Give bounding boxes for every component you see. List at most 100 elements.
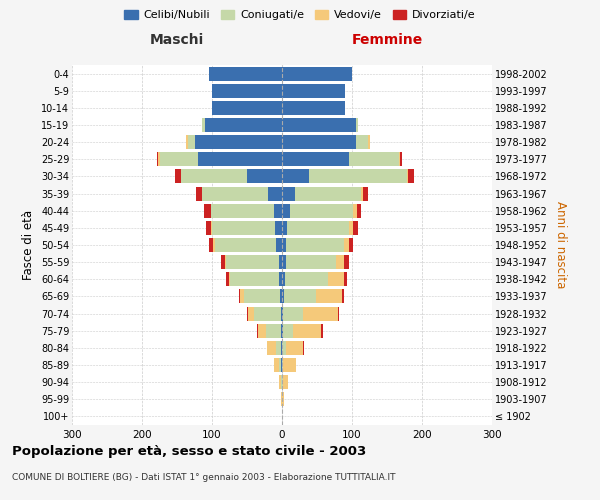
Bar (290, 204, 353, 218)
Bar (202, 118, 205, 132)
Bar (277, 238, 282, 252)
Bar (221, 255, 224, 269)
Bar (229, 272, 230, 286)
Bar (281, 358, 282, 372)
Bar (196, 186, 202, 200)
Bar (353, 204, 357, 218)
Bar (336, 255, 344, 269)
Bar (194, 135, 282, 149)
Bar (287, 221, 349, 235)
Bar (280, 290, 282, 304)
Y-axis label: Fasce di età: Fasce di età (22, 210, 35, 280)
Bar (286, 341, 303, 355)
Bar (349, 152, 399, 166)
Bar (286, 238, 344, 252)
Bar (282, 118, 355, 132)
Bar (247, 170, 282, 183)
Bar (209, 238, 214, 252)
Bar (278, 255, 282, 269)
Bar (362, 186, 368, 200)
Bar (282, 84, 345, 98)
Bar (158, 152, 160, 166)
Bar (355, 118, 358, 132)
Bar (308, 170, 407, 183)
Bar (282, 392, 284, 406)
Bar (279, 272, 282, 286)
Bar (187, 135, 194, 149)
Bar (247, 306, 248, 320)
Bar (283, 324, 293, 338)
Bar (282, 204, 290, 218)
Bar (275, 221, 282, 235)
Bar (274, 204, 282, 218)
Bar (211, 221, 212, 235)
Bar (198, 152, 282, 166)
Bar (214, 238, 215, 252)
Bar (278, 358, 281, 372)
Y-axis label: Anni di nascita: Anni di nascita (554, 202, 567, 288)
Bar (368, 135, 370, 149)
Bar (205, 118, 282, 132)
Bar (282, 170, 308, 183)
Bar (284, 290, 316, 304)
Bar (282, 272, 285, 286)
Bar (303, 341, 304, 355)
Bar (282, 375, 283, 389)
Bar (282, 221, 287, 235)
Bar (295, 186, 361, 200)
Legend: Celibi/Nubili, Coniugati/e, Vedovi/e, Divorziati/e: Celibi/Nubili, Coniugati/e, Vedovi/e, Di… (120, 6, 480, 25)
Bar (175, 170, 181, 183)
Bar (215, 238, 277, 252)
Bar (282, 324, 283, 338)
Bar (268, 186, 282, 200)
Bar (353, 221, 358, 235)
Bar (344, 272, 347, 286)
Bar (239, 290, 240, 304)
Bar (181, 170, 247, 183)
Bar (282, 306, 283, 320)
Bar (285, 272, 328, 286)
Bar (282, 255, 286, 269)
Bar (230, 272, 279, 286)
Bar (212, 221, 275, 235)
Bar (212, 84, 282, 98)
Bar (408, 170, 413, 183)
Bar (316, 290, 342, 304)
Bar (268, 341, 276, 355)
Bar (160, 152, 198, 166)
Bar (328, 272, 344, 286)
Bar (257, 324, 266, 338)
Bar (186, 135, 187, 149)
Bar (266, 324, 281, 338)
Bar (281, 306, 282, 320)
Bar (293, 324, 321, 338)
Bar (212, 101, 282, 115)
Bar (349, 238, 353, 252)
Bar (355, 135, 368, 149)
Bar (282, 66, 352, 80)
Bar (274, 358, 278, 372)
Bar (282, 186, 295, 200)
Bar (283, 375, 289, 389)
Bar (224, 255, 226, 269)
Bar (282, 101, 345, 115)
Bar (282, 290, 284, 304)
Bar (344, 255, 349, 269)
Bar (338, 306, 340, 320)
Text: Popolazione per età, sesso e stato civile - 2003: Popolazione per età, sesso e stato civil… (12, 445, 366, 458)
Bar (281, 324, 282, 338)
Bar (202, 186, 268, 200)
Text: COMUNE DI BOLTIERE (BG) - Dati ISTAT 1° gennaio 2003 - Elaborazione TUTTITALIA.I: COMUNE DI BOLTIERE (BG) - Dati ISTAT 1° … (12, 473, 395, 482)
Bar (278, 375, 281, 389)
Bar (203, 204, 211, 218)
Bar (283, 306, 303, 320)
Bar (361, 186, 362, 200)
Bar (211, 204, 274, 218)
Bar (206, 221, 211, 235)
Text: Maschi: Maschi (150, 34, 204, 48)
Bar (226, 255, 278, 269)
Bar (407, 170, 408, 183)
Bar (281, 392, 282, 406)
Bar (357, 204, 361, 218)
Bar (399, 152, 400, 166)
